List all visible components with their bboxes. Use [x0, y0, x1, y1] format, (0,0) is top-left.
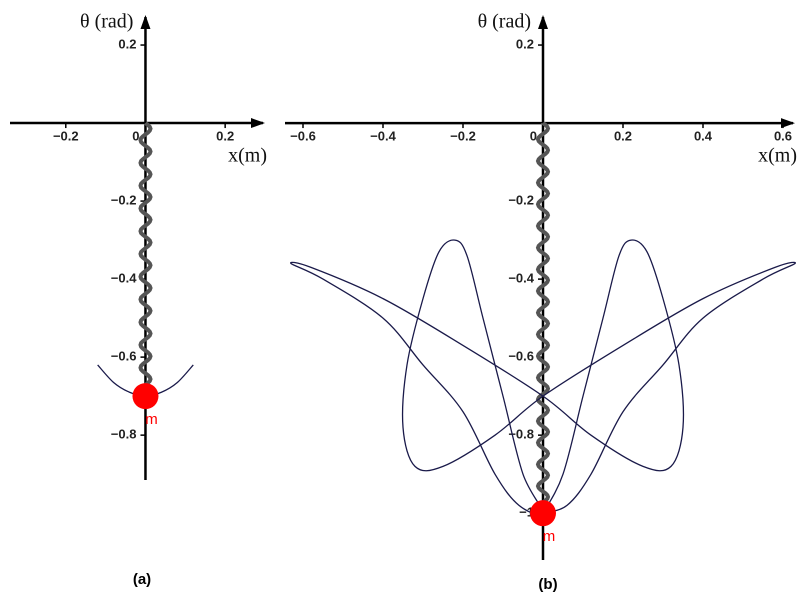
x-tick-label: 0.6	[774, 129, 792, 144]
caption: (b)	[538, 576, 557, 593]
y-axis-arrow	[538, 15, 548, 29]
x-tick-label: 0.4	[694, 129, 713, 144]
x-tick-label: −0.2	[53, 128, 79, 143]
x-axis-label: x(m)	[228, 145, 267, 167]
mass	[530, 500, 556, 527]
x-axis-arrow	[251, 118, 265, 129]
spring	[138, 121, 153, 398]
mass-label: m	[543, 528, 556, 545]
x-tick-label: −0.6	[290, 129, 316, 144]
x-tick-label: −0.4	[370, 129, 396, 144]
x-tick-label: −0.2	[450, 129, 476, 144]
mass-label: m	[145, 411, 158, 428]
y-tick-label: 0.2	[516, 36, 534, 51]
caption: (a)	[133, 571, 151, 588]
y-tick-label: −0.6	[111, 349, 137, 364]
y-tick-label: −0.8	[111, 427, 137, 442]
x-tick-label: 0	[132, 128, 139, 143]
mass	[132, 383, 159, 410]
y-axis-arrow	[140, 15, 151, 29]
y-tick-label: −0.4	[111, 271, 137, 286]
y-tick-label: −0.6	[508, 349, 534, 364]
spring	[535, 121, 551, 515]
x-tick-label: 0.2	[614, 129, 632, 144]
x-axis-arrow	[781, 118, 795, 129]
x-tick-label: 0.2	[216, 128, 234, 143]
y-tick-label: 0.2	[118, 36, 136, 51]
y-axis-label: θ (rad)	[478, 11, 531, 33]
x-tick-label: 0	[530, 129, 537, 144]
y-tick-label: −0.2	[508, 193, 534, 208]
x-axis-label: x(m)	[758, 145, 797, 167]
y-tick-label: −0.4	[508, 271, 534, 286]
y-axis-label: θ (rad)	[80, 11, 133, 33]
y-tick-label: −0.8	[508, 427, 534, 442]
y-tick-label: −0.2	[111, 193, 137, 208]
